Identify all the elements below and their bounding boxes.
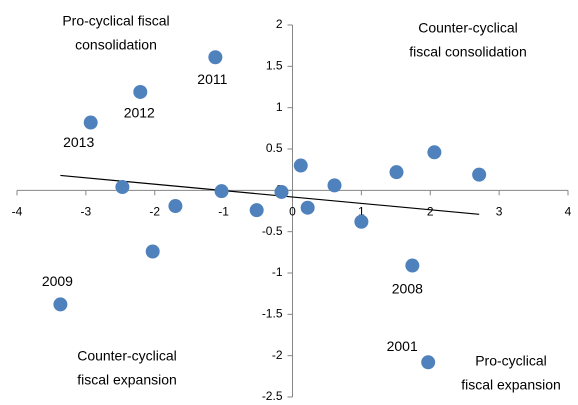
x-tick-label: 2 <box>427 205 434 219</box>
x-tick-label: -4 <box>12 205 23 219</box>
quadrant-label: fiscal consolidation <box>409 44 527 60</box>
point <box>53 297 68 312</box>
y-tick-label: 2 <box>276 17 283 31</box>
point <box>133 84 148 99</box>
point <box>327 178 342 193</box>
point-label: 2008 <box>392 280 423 296</box>
y-tick-label: -0.5 <box>262 224 283 238</box>
quadrant-label: consolidation <box>75 37 157 53</box>
point <box>83 115 98 130</box>
point <box>145 244 160 259</box>
point <box>293 158 308 173</box>
point-label: 2011 <box>197 71 227 87</box>
x-tick-label: -3 <box>81 205 92 219</box>
y-tick-label: 0.5 <box>266 141 283 155</box>
point <box>300 200 315 215</box>
point <box>274 184 289 199</box>
x-tick-label: 0 <box>289 205 296 219</box>
y-tick-label: -2 <box>272 348 283 362</box>
point-label: 2009 <box>42 273 73 289</box>
point <box>214 184 229 199</box>
x-tick-label: 3 <box>496 205 503 219</box>
point-label: 2001 <box>387 338 418 354</box>
point-label: 2013 <box>63 134 94 150</box>
y-tick-label: -1 <box>272 265 283 279</box>
point-label: 2012 <box>124 105 155 121</box>
quadrant-label: Pro-cyclical fiscal <box>62 13 169 29</box>
quadrant-label: Pro-cyclical <box>475 353 547 369</box>
point <box>208 50 223 65</box>
quadrant-label: Counter-cyclical <box>77 348 177 364</box>
y-tick-label: 1.5 <box>266 59 283 73</box>
x-tick-label: -2 <box>149 205 160 219</box>
point <box>427 145 442 160</box>
x-tick-label: 1 <box>358 205 365 219</box>
point <box>354 214 369 229</box>
point <box>115 180 130 195</box>
point <box>421 355 436 370</box>
x-tick-label: -1 <box>218 205 229 219</box>
point <box>168 199 183 214</box>
point <box>389 165 404 180</box>
trendline <box>60 174 480 215</box>
quadrant-label: Counter-cyclical <box>418 20 518 36</box>
point <box>472 167 487 182</box>
y-tick-label: -1.5 <box>262 307 283 321</box>
x-tick-label: 4 <box>565 205 572 219</box>
quadrant-label: fiscal expansion <box>461 377 561 393</box>
point <box>405 258 420 273</box>
y-tick-label: 1 <box>276 100 283 114</box>
point <box>249 203 264 218</box>
quadrant-label: fiscal expansion <box>77 372 177 388</box>
y-tick-label: -2.5 <box>262 389 283 403</box>
